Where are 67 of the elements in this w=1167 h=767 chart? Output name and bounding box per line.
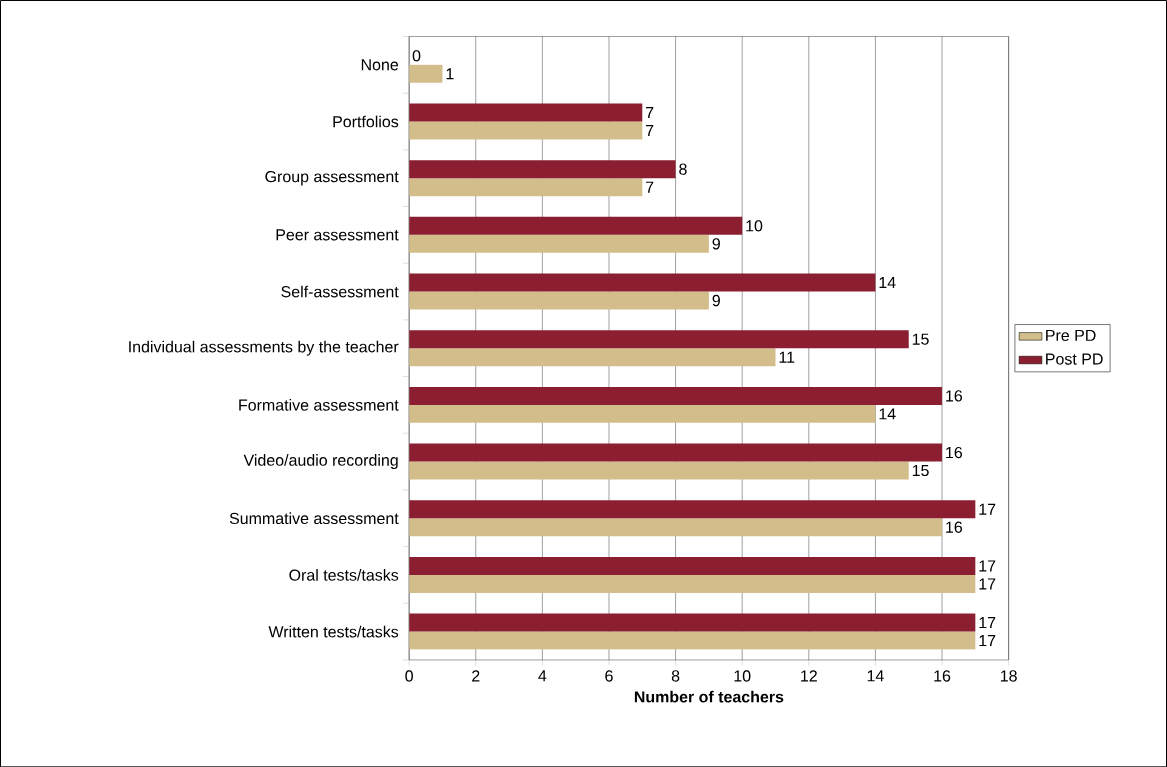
bar — [409, 574, 976, 593]
data-label: 15 — [912, 333, 929, 345]
y-tick-label: Summative assessment — [229, 512, 399, 524]
data-label: 0 — [412, 50, 421, 62]
data-label: 7 — [646, 124, 654, 136]
y-tick-label: Peer assessment — [276, 229, 399, 241]
y-tick-label: None — [361, 59, 399, 71]
x-axis-title: Number of teachers — [634, 690, 784, 703]
data-label: 17 — [979, 503, 996, 515]
data-label: 7 — [646, 181, 654, 193]
data-label: 9 — [712, 238, 720, 250]
bar — [409, 121, 643, 140]
y-tick-label: Individual assessments by the teacher — [129, 340, 399, 356]
y-tick-label: Portfolios — [333, 115, 399, 128]
x-tick-label: 0 — [405, 670, 413, 682]
data-label: 10 — [746, 220, 763, 232]
bar — [409, 291, 709, 310]
data-label: 8 — [679, 163, 687, 175]
x-tick-label: 18 — [1000, 670, 1017, 682]
y-tick-label: Video/audio recording — [243, 453, 398, 469]
legend-label: Post PD — [1046, 353, 1103, 365]
bar — [409, 556, 976, 575]
data-label: 17 — [979, 616, 996, 628]
bar — [409, 500, 976, 519]
y-tick-label: Written tests/tasks — [268, 625, 399, 638]
data-label: 9 — [712, 294, 720, 307]
data-label: 16 — [946, 390, 963, 402]
bar — [409, 234, 709, 253]
x-tick-label: 8 — [671, 670, 680, 682]
bar — [409, 273, 876, 292]
bar — [409, 348, 776, 367]
legend-label: Pre PD — [1046, 329, 1096, 341]
data-label: 14 — [879, 408, 896, 420]
data-label: 17 — [979, 634, 996, 646]
data-label: 7 — [646, 106, 654, 118]
y-tick-label: Formative assessment — [239, 398, 399, 411]
x-tick-label: 16 — [934, 670, 951, 682]
bar — [409, 443, 943, 462]
bar — [409, 613, 976, 632]
data-label: 17 — [979, 578, 996, 590]
x-tick-label: 2 — [472, 670, 480, 682]
bar — [409, 386, 943, 405]
y-tick-label: Oral tests/tasks — [289, 568, 399, 581]
data-label: 16 — [946, 446, 963, 459]
bar — [409, 103, 643, 122]
x-tick-label: 10 — [734, 670, 751, 682]
x-tick-label: 4 — [538, 670, 547, 682]
bar — [409, 330, 909, 349]
data-label: 16 — [946, 521, 963, 533]
data-label: 14 — [879, 276, 896, 288]
data-label: 1 — [446, 68, 454, 80]
data-label: 15 — [912, 464, 929, 476]
data-label: 11 — [779, 351, 795, 363]
x-tick-label: 6 — [605, 670, 613, 682]
y-tick-label: Self-assessment — [281, 285, 399, 298]
data-label: 17 — [979, 560, 996, 572]
x-tick-label: 12 — [801, 670, 817, 682]
bar — [409, 631, 976, 650]
bar — [409, 64, 443, 83]
x-tick-label: 14 — [867, 670, 884, 682]
bar — [409, 216, 743, 235]
bar — [409, 178, 643, 196]
bar — [409, 461, 909, 480]
bar — [409, 518, 943, 537]
y-tick-label: Group assessment — [265, 170, 399, 186]
bar — [409, 160, 676, 179]
bar — [409, 404, 876, 423]
